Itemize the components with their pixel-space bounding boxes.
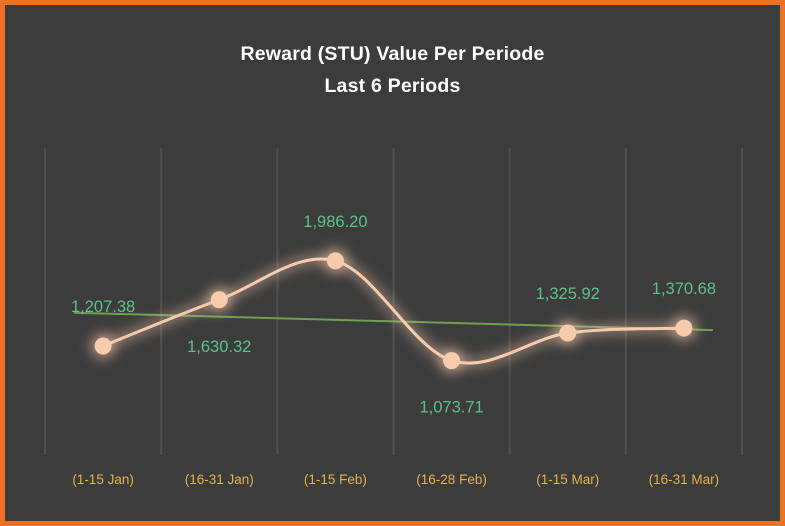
chart-title-line2: Last 6 Periods [324, 75, 461, 98]
data-point-marker [94, 337, 112, 355]
data-point-marker [443, 352, 461, 370]
x-axis-label: (1-15 Feb) [304, 472, 367, 487]
data-point-marker [675, 319, 693, 337]
data-label: 1,073.71 [419, 399, 483, 417]
gridlines [44, 148, 743, 455]
data-label: 1,370.68 [652, 280, 716, 298]
data-point-marker [559, 324, 577, 342]
x-axis-label: (1-15 Jan) [72, 472, 134, 487]
x-axis-label: (16-31 Mar) [649, 472, 720, 487]
data-label: 1,986.20 [303, 213, 367, 231]
chart-title: Reward (STU) Value Per Periode Last 6 Pe… [5, 38, 780, 102]
x-axis-label: (1-15 Mar) [536, 472, 599, 487]
data-point-marker [210, 291, 228, 309]
x-axis-label: (16-28 Feb) [416, 472, 487, 487]
chart-title-line1: Reward (STU) Value Per Periode [240, 43, 545, 65]
data-label: 1,630.32 [187, 338, 251, 356]
chart-canvas: 1,207.38 1,630.32 1,986.20 1,073.71 1,325.92… [44, 148, 743, 487]
data-point-marker [326, 252, 344, 270]
data-label: 1,207.38 [71, 298, 135, 316]
data-label: 1,325.92 [536, 285, 600, 303]
x-axis-label: (16-31 Jan) [185, 472, 254, 487]
